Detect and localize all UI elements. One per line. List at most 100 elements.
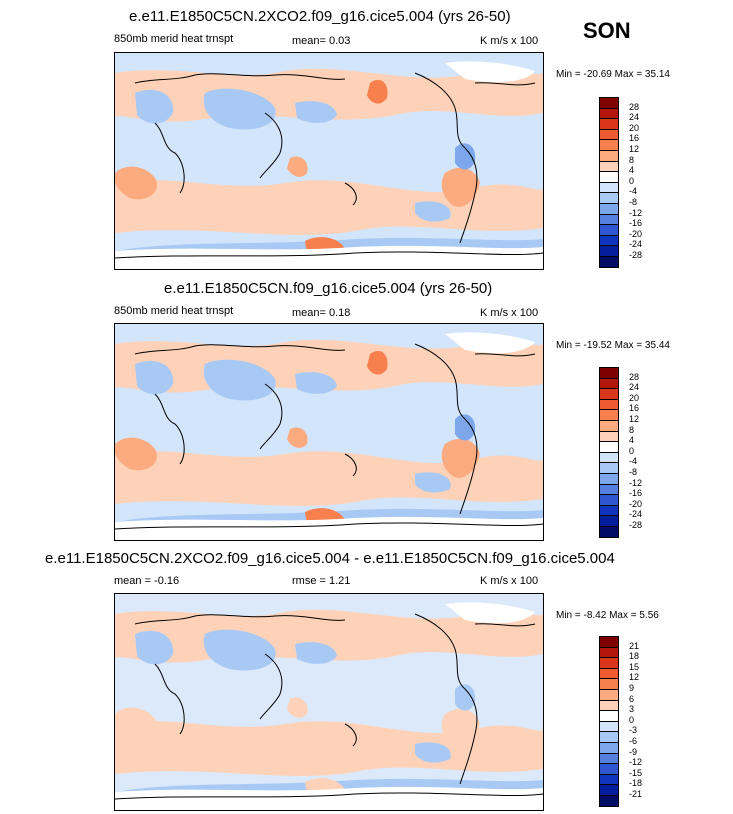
coastline — [344, 453, 357, 477]
colorbar-tick-label: 20 — [629, 392, 640, 403]
contour-region — [415, 472, 451, 493]
colorbar-tick-label: -28 — [629, 520, 643, 530]
map-field — [115, 324, 543, 540]
contour-region — [415, 742, 451, 763]
panel-3-mean-label: mean = -0.16 — [114, 575, 180, 587]
coastline — [154, 663, 185, 735]
panel-3-title: e.e11.E1850C5CN.2XCO2.f09_g16.cice5.004 … — [45, 550, 615, 567]
panel-1-colorbar: 28 24 20 16 12 8 4 0 -4 -8 -12 -16 -20 -24 -28 — [599, 97, 659, 268]
colorbar-swatch — [599, 795, 619, 807]
coastline — [474, 82, 536, 86]
coastline — [414, 72, 478, 244]
contour-region — [441, 167, 480, 207]
panel-2-map — [114, 323, 544, 541]
contour-region — [115, 166, 157, 200]
season-label: SON — [583, 18, 631, 43]
colorbar-tick-label: -20 — [629, 228, 643, 239]
colorbar-tick-label: 24 — [629, 112, 640, 123]
colorbar-tick-label: -8 — [629, 467, 638, 477]
coastline — [474, 353, 536, 357]
panel-3-units-label: K m/s x 100 — [480, 575, 539, 587]
colorbar-tick-label: -16 — [629, 488, 643, 499]
panel-3-map — [114, 593, 544, 811]
colorbar-tick-label: 8 — [629, 154, 635, 165]
colorbar-tick-label: 15 — [629, 661, 640, 672]
contour-region — [295, 101, 337, 123]
colorbar-tick-label: 18 — [629, 651, 640, 662]
coastline — [115, 522, 543, 530]
colorbar-tick-label: -12 — [629, 207, 643, 218]
coastline — [259, 653, 283, 720]
colorbar-tick-label: 0 — [629, 175, 635, 186]
coastline — [414, 343, 478, 515]
colorbar-swatch — [599, 256, 619, 268]
colorbar-tick-label: 12 — [629, 414, 640, 424]
colorbar-tick-label: -16 — [629, 218, 643, 229]
contour-region — [441, 438, 480, 478]
contour-region — [115, 180, 543, 235]
colorbar-tick-label: 8 — [629, 424, 635, 435]
panel-1-units-label: K m/s x 100 — [480, 35, 539, 47]
masked-region — [115, 516, 543, 540]
contour-region — [203, 359, 276, 401]
contour-region — [455, 143, 476, 170]
colorbar-tick-label: -28 — [629, 250, 643, 260]
coastline — [154, 122, 185, 194]
panel-2-mean-label: mean= 0.18 — [292, 307, 351, 319]
colorbar-tick-label: -24 — [629, 239, 643, 250]
coastline — [134, 73, 346, 84]
contour-region — [203, 629, 276, 671]
contour-region — [135, 360, 174, 395]
coastline — [134, 614, 346, 625]
contour-region — [287, 697, 308, 718]
colorbar-tick-label: 6 — [629, 693, 635, 704]
colorbar-tick-label: 20 — [629, 122, 640, 133]
coastline — [259, 112, 283, 179]
masked-region — [445, 332, 535, 354]
map-field — [115, 594, 543, 810]
masked-region — [445, 602, 535, 624]
colorbar-tick-label: -3 — [629, 725, 638, 736]
colorbar-tick-label: 24 — [629, 382, 640, 393]
contour-region — [367, 79, 388, 104]
contour-region — [115, 707, 157, 741]
panel-2-units-label: K m/s x 100 — [480, 307, 539, 319]
colorbar-tick-label: -21 — [629, 789, 643, 799]
panel-3-rmse-label: rmse = 1.21 — [292, 575, 351, 587]
masked-region — [115, 245, 543, 269]
coastline — [154, 393, 185, 465]
colorbar-tick-label: -4 — [629, 456, 638, 467]
contour-region — [135, 630, 174, 665]
panel-1-mean-label: mean= 0.03 — [292, 35, 351, 47]
colorbar-tick-label: 21 — [629, 640, 640, 651]
colorbar-tick-label: -9 — [629, 746, 638, 757]
colorbar-tick-label: -8 — [629, 197, 638, 207]
coastline — [344, 182, 357, 206]
colorbar-tick-label: 9 — [629, 683, 635, 693]
panel-2-left-label: 850mb merid heat trnspt — [114, 305, 234, 317]
panel-2-title: e.e11.E1850C5CN.f09_g16.cice5.004 (yrs 2… — [164, 280, 493, 297]
colorbar-tick-label: 12 — [629, 144, 640, 154]
contour-region — [367, 350, 388, 375]
panel-3-minmax: Min = -8.42 Max = 5.56 — [556, 610, 659, 621]
coastline — [134, 344, 346, 355]
masked-region — [445, 61, 535, 83]
colorbar-tick-label: 28 — [629, 371, 640, 382]
contour-region — [455, 684, 476, 711]
coastline — [344, 723, 357, 747]
contour-region — [295, 372, 337, 394]
colorbar-tick-label: -12 — [629, 757, 643, 768]
colorbar-tick-label: -6 — [629, 736, 638, 746]
map-field — [115, 53, 543, 269]
colorbar-tick-label: 12 — [629, 672, 640, 683]
colorbar-tick-label: 16 — [629, 133, 640, 144]
colorbar-tick-label: -12 — [629, 477, 643, 488]
panel-2-colorbar: 28 24 20 16 12 8 4 0 -4 -8 -12 -16 -20 -24 -28 — [599, 367, 659, 538]
coastline — [474, 623, 536, 627]
coastline — [115, 792, 543, 800]
coastline — [259, 383, 283, 450]
coastline — [414, 613, 478, 785]
colorbar-tick-label: 4 — [629, 165, 635, 176]
contour-region — [287, 427, 308, 448]
contour-region — [295, 642, 337, 664]
